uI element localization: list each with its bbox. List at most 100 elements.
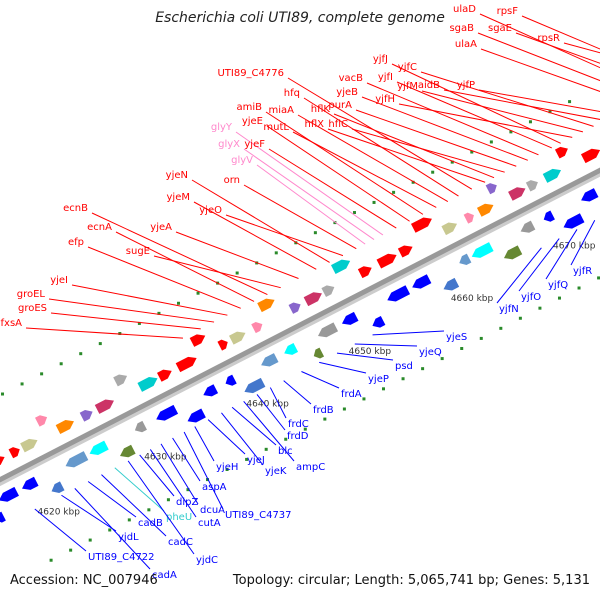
tick-dot <box>235 271 239 275</box>
gene-forward-arrow <box>321 285 335 297</box>
gene-reverse-arrow <box>459 253 472 266</box>
gene-reverse-arrow <box>372 315 386 328</box>
genome-summary-label: Topology: circular; Length: 5,065,741 bp… <box>232 573 590 588</box>
gene-label-sgaB: sgaB <box>449 23 474 34</box>
gene-label-leader <box>292 131 437 208</box>
gene-reverse-arrow <box>471 242 494 258</box>
gene-label-leader <box>71 284 228 316</box>
gene-reverse-arrow <box>520 220 536 233</box>
gene-label-leader <box>225 214 344 257</box>
gene-forward-arrow <box>376 253 397 269</box>
gene-label-ecnA: ecnA <box>87 222 112 233</box>
gene-label-leader <box>193 201 317 270</box>
gene-forward-arrow <box>441 222 458 236</box>
gene-label-leader <box>172 437 201 482</box>
tick-dot <box>225 467 229 471</box>
gene-label-mutL: mutL <box>263 122 289 133</box>
gene-label-yjfR: yjfR <box>573 266 592 277</box>
gene-reverse-arrow <box>203 384 219 397</box>
gene-label-leader <box>243 184 357 250</box>
tick-label: 4650 kbp <box>349 347 392 357</box>
gene-label-leader <box>87 481 137 518</box>
gene-label-leader <box>319 361 367 374</box>
gene-label-leader <box>183 431 224 510</box>
gene-label-yjeB: yjeB <box>336 87 358 98</box>
tick-dot <box>49 558 53 562</box>
gene-forward-arrow <box>542 168 562 183</box>
gene-label-cadB: cadB <box>138 518 163 529</box>
gene-label-groES: groES <box>18 303 47 314</box>
tick-dot <box>176 301 180 305</box>
gene-label-leader <box>283 380 312 405</box>
tick-dot <box>479 336 483 340</box>
gene-label-yjeA: yjeA <box>150 222 172 233</box>
gene-label-ampC: ampC <box>296 462 325 473</box>
map-title: Escherichia coli UTI89, complete genome <box>155 10 445 26</box>
tick-dot <box>362 397 366 401</box>
gene-forward-arrow <box>357 266 372 279</box>
gene-label-leader <box>139 454 175 497</box>
gene-label-yjfM: yjfM <box>397 81 418 92</box>
gene-label-vacB: vacB <box>339 73 364 84</box>
gene-label-yjeQ: yjeQ <box>419 347 442 358</box>
gene-label-leader <box>153 255 281 289</box>
gene-forward-arrow <box>508 187 526 201</box>
gene-label-yjfI: yjfI <box>378 72 393 83</box>
gene-label-leader <box>48 298 215 323</box>
gene-label-dcuA: dcuA <box>200 505 225 516</box>
gene-forward-arrow <box>330 259 351 275</box>
gene-label-UTI89_C4737: UTI89_C4737 <box>225 510 292 521</box>
gene-label-leader <box>355 109 517 167</box>
gene-label-leader <box>480 48 600 92</box>
tick-dot <box>98 342 102 346</box>
gene-label-sugE: sugE <box>126 246 150 257</box>
gene-label-leader <box>114 467 165 512</box>
gene-label-UTI89_C4722: UTI89_C4722 <box>88 552 155 563</box>
tick-dot <box>303 427 307 431</box>
tick-dot <box>137 321 141 325</box>
gene-reverse-arrow <box>563 213 585 229</box>
gene-reverse-arrow <box>341 311 359 325</box>
tick-dot <box>313 231 317 235</box>
gene-label-yjeJ: yjeJ <box>247 455 265 466</box>
gene-label-leader <box>231 406 277 446</box>
gene-forward-arrow <box>485 183 497 195</box>
tick-dot <box>147 508 151 512</box>
gene-label-hflK: hflK <box>311 104 331 115</box>
gene-label-leader <box>50 312 201 330</box>
gene-label-yjfP: yjfP <box>457 80 475 91</box>
gene-forward-arrow <box>175 356 197 373</box>
gene-label-yjfQ: yjfQ <box>548 280 568 291</box>
accession-label: Accession: NC_007946 <box>10 573 158 588</box>
gene-label-hfq: hfq <box>284 88 300 99</box>
tick-dot <box>118 332 122 336</box>
gene-label-leader <box>333 113 495 179</box>
gene-label-frdB: frdB <box>313 405 334 416</box>
gene-label-leader <box>269 387 287 419</box>
gene-label-leader <box>191 179 330 263</box>
gene-label-rpsF: rpsF <box>497 6 519 17</box>
gene-forward-arrow <box>288 302 301 314</box>
gene-label-leader <box>235 131 384 236</box>
gene-forward-arrow <box>397 245 413 258</box>
tick-dot <box>1 392 5 396</box>
gene-label-fxsA: fxsA <box>1 318 23 329</box>
gene-label-ulaA: ulaA <box>455 39 477 50</box>
gene-forward-arrow <box>257 298 275 313</box>
tick-dot <box>518 316 522 320</box>
tick-dot <box>470 150 474 154</box>
gene-label-miaA: miaA <box>269 105 295 116</box>
tick-dot <box>382 387 386 391</box>
gene-label-glyV: glyV <box>231 155 253 166</box>
tick-dot <box>40 372 44 376</box>
gene-reverse-arrow <box>387 285 411 302</box>
tick-dot <box>597 276 600 280</box>
tick-dot <box>342 407 346 411</box>
gene-forward-arrow <box>113 374 128 387</box>
gene-reverse-arrow <box>543 210 555 222</box>
gene-label-yjfJ: yjfJ <box>373 54 388 65</box>
gene-label-leader <box>372 330 445 336</box>
gene-forward-arrow <box>525 180 538 192</box>
gene-forward-arrow <box>35 415 48 427</box>
